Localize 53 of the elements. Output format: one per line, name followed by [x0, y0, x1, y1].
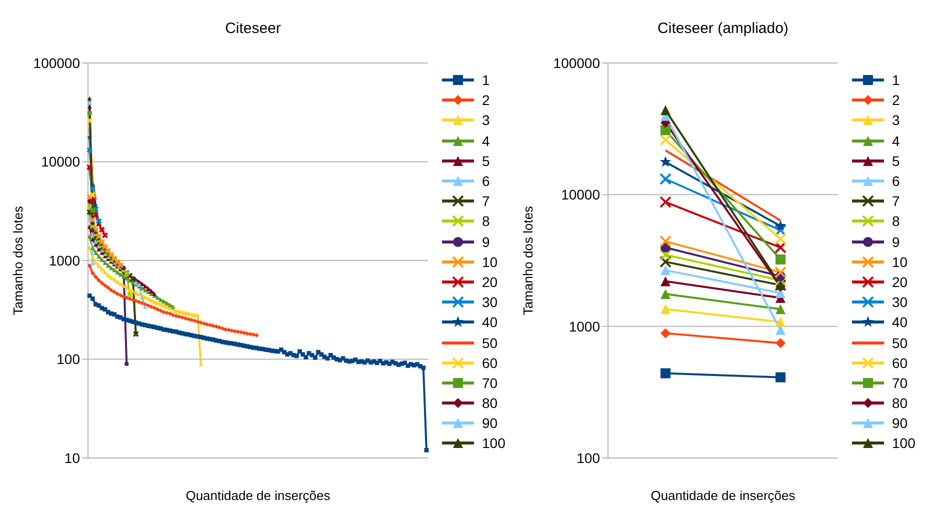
- legend-label: 70: [482, 374, 498, 391]
- chart-title: Citeseer: [224, 20, 282, 37]
- legend-label: 8: [892, 213, 900, 230]
- legend-label: 9: [892, 234, 900, 250]
- legend-label: 70: [892, 374, 908, 391]
- legend-label: 40: [482, 314, 498, 330]
- y-axis-title: Tamanho dos lotes: [10, 205, 26, 316]
- y-tick-label: 100000: [553, 54, 600, 71]
- legend-label: 2: [892, 92, 900, 108]
- legend-label: 30: [482, 294, 498, 310]
- y-tick-label: 10000: [561, 186, 600, 203]
- legend-label: 3: [892, 112, 900, 128]
- legend-label: 10: [892, 254, 908, 270]
- legend-label: 5: [482, 152, 490, 169]
- y-tick-label: 10: [64, 450, 80, 466]
- legend-label: 1: [892, 72, 900, 88]
- legend-label: 4: [482, 132, 490, 149]
- y-tick-label: 1000: [48, 252, 80, 268]
- x-axis-title: Quantidade de inserções: [186, 488, 331, 503]
- legend-label: 60: [892, 354, 908, 371]
- legend-label: 20: [892, 274, 908, 290]
- chart-title: Citeseer (ampliado): [656, 20, 790, 37]
- legend-label: 7: [892, 193, 900, 210]
- legend-label: 8: [482, 213, 490, 230]
- legend-label: 80: [482, 395, 498, 412]
- legend-label: 100: [892, 435, 916, 452]
- legend-label: 2: [482, 92, 490, 108]
- legend-label: 40: [892, 314, 908, 330]
- legend-label: 90: [482, 415, 498, 432]
- y-tick-label: 10000: [41, 154, 80, 170]
- legend-label: 90: [892, 415, 908, 432]
- legend-label: 9: [482, 234, 490, 250]
- legend-label: 4: [892, 132, 900, 149]
- y-tick-label: 1000: [568, 318, 600, 334]
- legend-label: 10: [482, 254, 498, 270]
- y-tick-label: 100: [56, 351, 80, 368]
- y-tick-label: 100000: [33, 54, 80, 71]
- legend-label: 80: [892, 395, 908, 412]
- legend-label: 50: [482, 334, 498, 351]
- y-axis-title: Tamanho dos lotes: [520, 205, 536, 316]
- legend-label: 50: [892, 334, 908, 351]
- legend-label: 6: [482, 173, 490, 190]
- legend-label: 30: [892, 294, 908, 310]
- legend-label: 6: [892, 173, 900, 190]
- legend-label: 20: [482, 274, 498, 290]
- legend-label: 3: [482, 112, 490, 128]
- legend-label: 1: [482, 72, 490, 88]
- legend-label: 5: [892, 152, 900, 169]
- legend-label: 60: [482, 354, 498, 371]
- x-axis-title: Quantidade de inserções: [650, 488, 796, 503]
- legend-label: 7: [482, 193, 490, 210]
- legend-label: 100: [482, 435, 506, 452]
- y-tick-label: 100: [576, 450, 600, 466]
